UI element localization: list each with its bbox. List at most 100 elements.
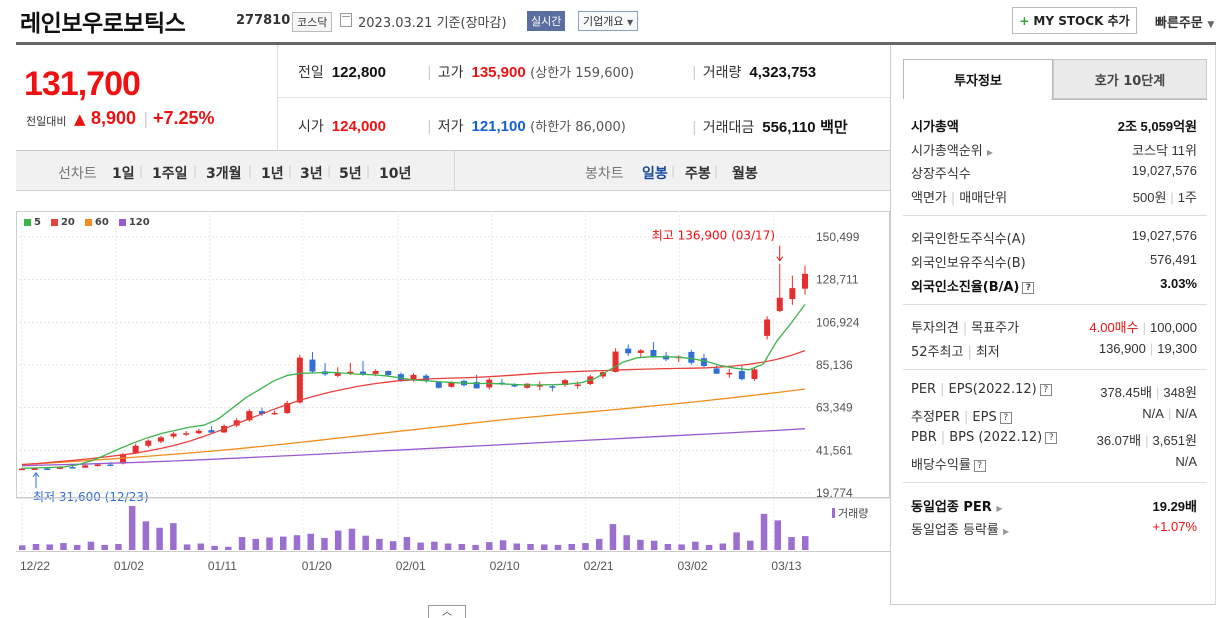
candlestick-chart-svg[interactable]: 150,499 128,711 106,924 85,136 63,349 41,561 1… bbox=[16, 191, 890, 603]
volume-bar bbox=[293, 535, 301, 550]
quick-order-button[interactable]: 빠른주문 ▼ bbox=[1155, 16, 1215, 31]
row-par-value: 액면가 | 매매단위 500원 | 1주 bbox=[911, 190, 1197, 206]
candle-body bbox=[31, 468, 38, 470]
add-my-stock-button[interactable]: + MY STOCK 추가 bbox=[1012, 7, 1137, 34]
candle-body bbox=[410, 374, 417, 381]
tab-investment-info[interactable]: 투자정보 bbox=[903, 59, 1053, 99]
row-sector-change[interactable]: 동일업종 등락률 ▶ +1.07% bbox=[911, 519, 1197, 538]
chevron-up-icon: ︿ bbox=[442, 607, 452, 618]
candle-body bbox=[120, 454, 127, 464]
divider bbox=[1051, 99, 1207, 100]
volume-bar bbox=[46, 544, 53, 550]
volume-bar bbox=[266, 537, 273, 550]
candle-body bbox=[334, 372, 341, 376]
y-tick-label: 85,136 bbox=[816, 358, 853, 372]
candle-body bbox=[612, 351, 619, 372]
stat-trade-amount: | 거래대금 556,110 백만 bbox=[692, 119, 848, 136]
market-badge: 코스닥 bbox=[292, 12, 333, 32]
stat-low: | 저가 121,100 (하한가 86,000) bbox=[427, 118, 626, 135]
volume-bar bbox=[678, 544, 685, 550]
candle-daily[interactable]: 일봉 bbox=[642, 166, 668, 182]
current-price: 131,700 bbox=[24, 65, 141, 103]
max-annotation: 최고 136,900 (03/17) bbox=[652, 229, 775, 243]
volume-bar bbox=[568, 543, 575, 550]
volume-bar bbox=[376, 538, 383, 550]
tab-order-book[interactable]: 호가 10단계 bbox=[1053, 59, 1207, 99]
candle-body bbox=[663, 355, 670, 360]
volume-bar bbox=[595, 538, 603, 550]
up-arrow-icon: ▲ bbox=[74, 110, 86, 128]
x-tick-label: 03/13 bbox=[771, 559, 801, 573]
divider bbox=[278, 97, 890, 98]
volume-bar bbox=[472, 544, 479, 550]
row-opinion: 투자의견 | 목표주가 4.00매수 | 100,000 bbox=[911, 320, 1197, 336]
price-chart[interactable]: 5 20 60 120 150,499 128,711 106,924 85,136 6… bbox=[16, 191, 890, 603]
volume-bar bbox=[499, 540, 507, 550]
candle-body bbox=[195, 430, 202, 434]
row-market-cap-rank[interactable]: 시가총액순위 ▶ 코스닥 11위 bbox=[911, 143, 1197, 159]
volume-bar bbox=[32, 543, 40, 550]
period-1y[interactable]: 1년 bbox=[261, 166, 284, 182]
separator: | bbox=[671, 164, 676, 178]
candle-body bbox=[44, 468, 51, 470]
period-1w[interactable]: 1주일 bbox=[152, 166, 188, 182]
stock-code: 277810 bbox=[236, 13, 291, 28]
volume-bar bbox=[183, 544, 191, 550]
divider bbox=[903, 369, 1207, 370]
help-icon[interactable]: ? bbox=[1022, 282, 1035, 294]
divider bbox=[277, 45, 278, 151]
volume-bar bbox=[637, 539, 644, 550]
legend-ma20: 20 bbox=[50, 217, 75, 228]
y-tick-label: 106,924 bbox=[816, 315, 860, 329]
y-tick-label: 19,774 bbox=[816, 486, 853, 500]
candle-weekly[interactable]: 주봉 bbox=[685, 166, 711, 182]
quote-date: 2023.03.21 기준(장마감) bbox=[358, 16, 507, 31]
y-tick-label: 150,499 bbox=[816, 230, 860, 244]
volume-bar bbox=[128, 506, 136, 550]
candle-body bbox=[536, 385, 543, 387]
candle-monthly[interactable]: 월봉 bbox=[732, 166, 758, 182]
candle-body bbox=[473, 382, 480, 389]
chevron-down-icon: ▼ bbox=[1207, 20, 1215, 30]
change-label: 전일대비 bbox=[26, 115, 67, 128]
period-5y[interactable]: 5년 bbox=[339, 166, 362, 182]
help-icon[interactable]: ? bbox=[1039, 384, 1052, 396]
candle-body bbox=[764, 319, 771, 336]
separator: | bbox=[248, 164, 253, 178]
volume-bar bbox=[101, 544, 108, 550]
volume-bar bbox=[527, 543, 534, 550]
help-icon[interactable]: ? bbox=[973, 460, 986, 472]
period-10y[interactable]: 10년 bbox=[379, 166, 412, 182]
x-tick-label: 02/10 bbox=[490, 559, 520, 573]
collapse-chart-button[interactable]: ︿ bbox=[428, 605, 466, 618]
separator: | bbox=[714, 164, 719, 178]
candle-body bbox=[713, 368, 720, 374]
row-sector-per[interactable]: 동일업종 PER ▶ 19.29배 bbox=[911, 499, 1197, 515]
period-1d[interactable]: 1일 bbox=[112, 166, 135, 182]
period-3y[interactable]: 3년 bbox=[300, 166, 323, 182]
separator: | bbox=[288, 164, 293, 178]
volume-bar bbox=[705, 544, 713, 550]
period-3m[interactable]: 3개월 bbox=[206, 166, 242, 182]
help-icon[interactable]: ? bbox=[1045, 432, 1058, 444]
x-tick-label: 01/20 bbox=[302, 559, 332, 573]
volume-bar bbox=[19, 545, 26, 550]
candle-body bbox=[347, 371, 354, 374]
volume-bar bbox=[719, 543, 727, 550]
min-arrow-icon bbox=[32, 472, 40, 488]
candle-body bbox=[56, 467, 63, 469]
candle-body bbox=[511, 384, 518, 387]
volume-bar bbox=[788, 537, 795, 550]
candle-body bbox=[19, 468, 25, 471]
separator: | bbox=[327, 164, 332, 178]
volume-bar bbox=[431, 541, 438, 550]
help-icon[interactable]: ? bbox=[999, 412, 1012, 424]
company-overview-dropdown[interactable]: 기업개요 ▼ bbox=[578, 11, 639, 31]
volume-bar bbox=[252, 538, 260, 550]
realtime-button[interactable]: 실시간 bbox=[527, 11, 566, 31]
separator: | bbox=[143, 109, 149, 128]
change-percent: +7.25% bbox=[153, 108, 215, 128]
volume-bar bbox=[760, 513, 768, 550]
info-tabs: 투자정보 호가 10단계 bbox=[903, 59, 1207, 99]
candle-body bbox=[271, 412, 278, 415]
